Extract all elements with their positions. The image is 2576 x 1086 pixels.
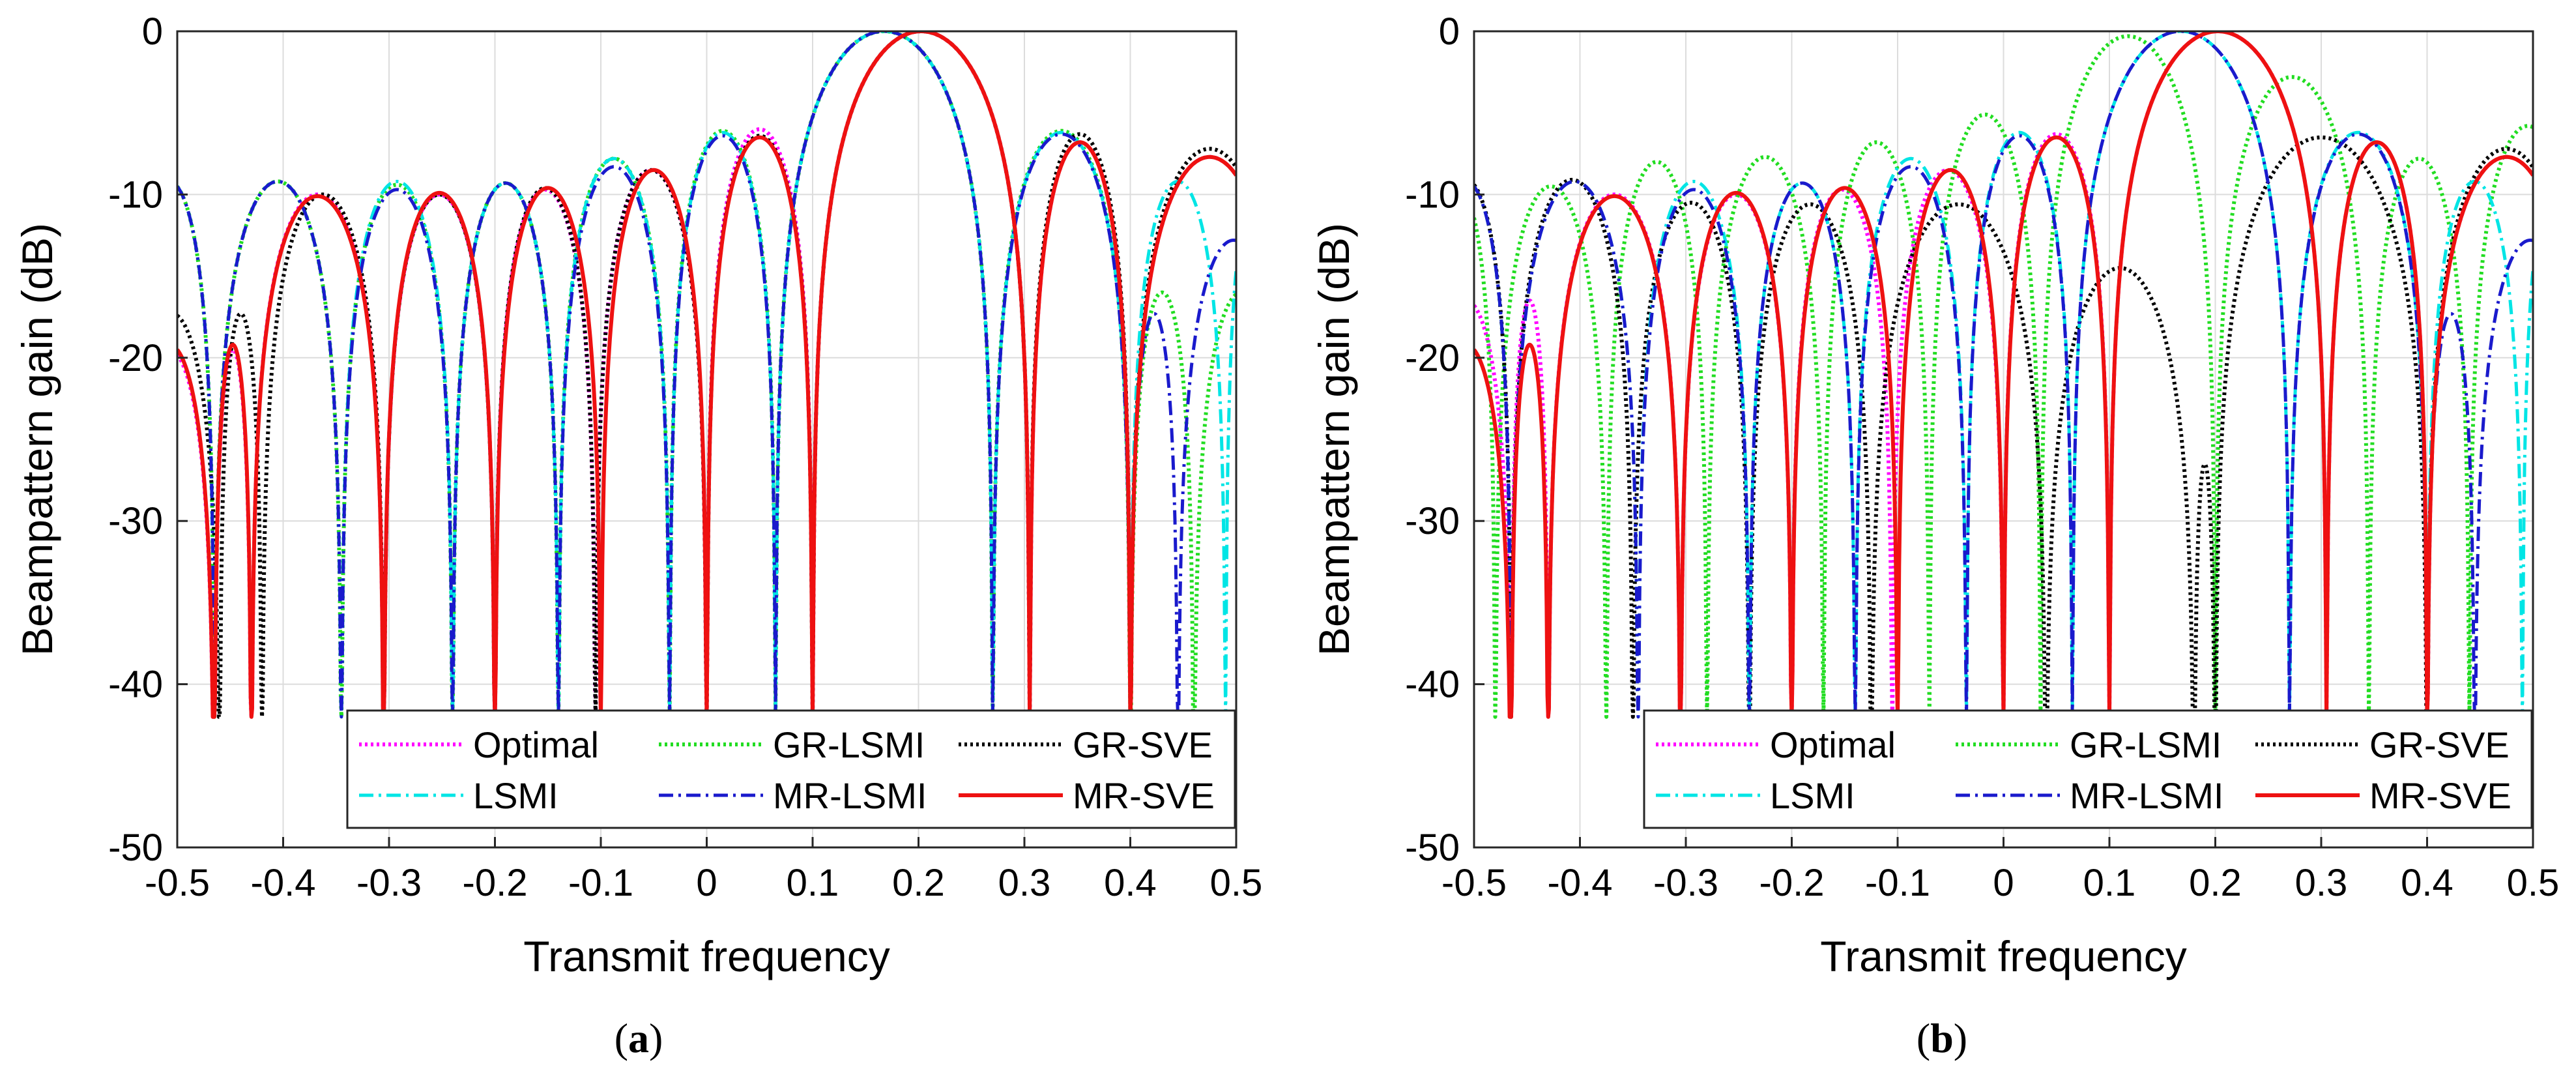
y-axis-label: Beampattern gain (dB): [1310, 223, 1358, 656]
y-tick-label: -30: [1405, 500, 1460, 542]
x-tick-label: -0.1: [568, 862, 633, 904]
legend-label-mr-sve: MR-SVE: [2369, 775, 2511, 816]
y-tick-label: 0: [1439, 10, 1460, 53]
x-tick-label: 0: [1993, 862, 2014, 904]
x-tick-label: 0.5: [1210, 862, 1263, 904]
x-tick-label: -0.4: [251, 862, 316, 904]
y-tick-label: -30: [108, 500, 163, 542]
x-tick-label: -0.3: [356, 862, 422, 904]
y-tick-label: -50: [108, 827, 163, 869]
x-tick-label: 0.2: [892, 862, 945, 904]
legend-label-gr-sve: GR-SVE: [2369, 724, 2510, 765]
y-tick-label: -40: [1405, 664, 1460, 706]
legend-label-optimal: Optimal: [1770, 724, 1896, 765]
x-tick-label: -0.2: [1759, 862, 1825, 904]
legend-label-lsmi: LSMI: [473, 775, 558, 816]
x-axis-label: Transmit frequency: [523, 932, 890, 980]
legend-box: [346, 709, 1236, 829]
y-tick-label: -20: [108, 337, 163, 379]
x-tick-label: -0.2: [463, 862, 528, 904]
y-tick-label: 0: [142, 10, 163, 53]
x-tick-label: 0.3: [2295, 862, 2348, 904]
x-tick-label: -0.4: [1548, 862, 1613, 904]
chart-panel-a: -0.5 -0.4 -0.3 -0.2 -0.1 0 0.1 0.2 0.3 0.4 0.5 0 -10…: [13, 10, 1263, 980]
x-tick-label: -0.3: [1653, 862, 1718, 904]
series-line-gr-sve: [1474, 135, 2533, 719]
x-axis-label: Transmit frequency: [1820, 932, 2186, 980]
subfigure-label-b: (b): [1916, 1015, 1968, 1061]
x-tick-label: 0.4: [1104, 862, 1157, 904]
legend-label-gr-sve: GR-SVE: [1073, 724, 1213, 765]
y-tick-label: -10: [1405, 173, 1460, 216]
series-line-gr-sve: [177, 31, 1236, 719]
legend-label-lsmi: LSMI: [1770, 775, 1855, 816]
y-tick-label: -40: [108, 664, 163, 706]
x-tick-label: -0.5: [145, 862, 210, 904]
x-tick-label: 0.3: [998, 862, 1051, 904]
series-line-mr-lsmi: [177, 31, 1236, 719]
x-tick-label: 0.1: [787, 862, 839, 904]
y-axis-label: Beampattern gain (dB): [13, 223, 61, 656]
x-tick-label: 0.4: [2401, 862, 2453, 904]
legend: Optimal GR-LSMI GR-SVE LSMI MR-LSMI MR-SVE: [1643, 709, 2533, 829]
x-tick-label: -0.1: [1865, 862, 1930, 904]
y-tick-label: -20: [1405, 337, 1460, 379]
legend: Optimal GR-LSMI GR-SVE LSMI MR-LSMI MR-SVE: [346, 709, 1236, 829]
legend-box: [1643, 709, 2533, 829]
x-tick-label: 0: [696, 862, 717, 904]
legend-label-optimal: Optimal: [473, 724, 599, 765]
x-tick-label: 0.2: [2189, 862, 2242, 904]
x-tick-label: -0.5: [1441, 862, 1507, 904]
legend-label-gr-lsmi: GR-LSMI: [2070, 724, 2221, 765]
legend-label-gr-lsmi: GR-LSMI: [773, 724, 925, 765]
x-tick-label: 0.5: [2507, 862, 2560, 904]
legend-label-mr-lsmi: MR-LSMI: [2070, 775, 2223, 816]
y-tick-label: -10: [108, 173, 163, 216]
legend-label-mr-sve: MR-SVE: [1073, 775, 1215, 816]
chart-panel-b: -0.5 -0.4 -0.3 -0.2 -0.1 0 0.1 0.2 0.3 0.4 0.5 0 -10…: [1310, 10, 2560, 980]
y-tick-label: -50: [1405, 827, 1460, 869]
subfigure-label-a: (a): [614, 1015, 663, 1061]
x-tick-label: 0.1: [2083, 862, 2136, 904]
series-line-mr-lsmi: [1474, 31, 2533, 719]
legend-label-mr-lsmi: MR-LSMI: [773, 775, 927, 816]
